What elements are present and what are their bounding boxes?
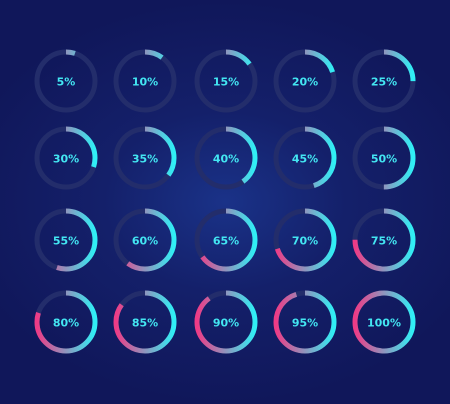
progress-indicator-100: 100% [352,290,416,354]
progress-arc [352,290,416,354]
percentage-label: 75% [371,235,397,248]
progress-arc [194,208,258,272]
progress-indicator-15: 15% [194,49,258,113]
progress-indicator-55: 55% [34,208,98,272]
progress-arc [273,290,337,354]
percentage-label: 90% [213,317,239,330]
progress-arc [34,208,98,272]
progress-indicator-5: 5% [34,49,98,113]
progress-arc [352,126,416,190]
percentage-label: 35% [132,153,158,166]
progress-arc [273,49,337,113]
progress-indicator-40: 40% [194,126,258,190]
progress-indicator-75: 75% [352,208,416,272]
percentage-label: 65% [213,235,239,248]
progress-arc [113,290,177,354]
percentage-label: 70% [292,235,318,248]
progress-indicator-80: 80% [34,290,98,354]
progress-arc [113,49,177,113]
percentage-label: 95% [292,317,318,330]
percentage-label: 10% [132,76,158,89]
progress-indicator-25: 25% [352,49,416,113]
progress-arc [113,208,177,272]
progress-indicator-30: 30% [34,126,98,190]
percentage-label: 5% [57,76,76,89]
percentage-label: 80% [53,317,79,330]
progress-arc [273,208,337,272]
progress-indicator-85: 85% [113,290,177,354]
progress-indicator-35: 35% [113,126,177,190]
progress-indicator-60: 60% [113,208,177,272]
percentage-label: 40% [213,153,239,166]
percentage-label: 60% [132,235,158,248]
progress-arc [34,49,98,113]
progress-arc [352,208,416,272]
progress-arc [34,126,98,190]
percentage-label: 85% [132,317,158,330]
progress-indicator-10: 10% [113,49,177,113]
progress-indicator-90: 90% [194,290,258,354]
percentage-label: 30% [53,153,79,166]
progress-arc [273,126,337,190]
percentage-label: 25% [371,76,397,89]
progress-arc [194,290,258,354]
progress-arc [34,290,98,354]
percentage-label: 50% [371,153,397,166]
percentage-label: 55% [53,235,79,248]
progress-arc [194,49,258,113]
progress-arc [194,126,258,190]
progress-indicator-65: 65% [194,208,258,272]
progress-indicator-45: 45% [273,126,337,190]
percentage-label: 45% [292,153,318,166]
progress-indicator-95: 95% [273,290,337,354]
percentage-label: 15% [213,76,239,89]
progress-indicator-50: 50% [352,126,416,190]
progress-indicator-20: 20% [273,49,337,113]
progress-indicator-70: 70% [273,208,337,272]
percentage-label: 20% [292,76,318,89]
progress-arc [113,126,177,190]
progress-arc [352,49,416,113]
percentage-label: 100% [367,317,401,330]
